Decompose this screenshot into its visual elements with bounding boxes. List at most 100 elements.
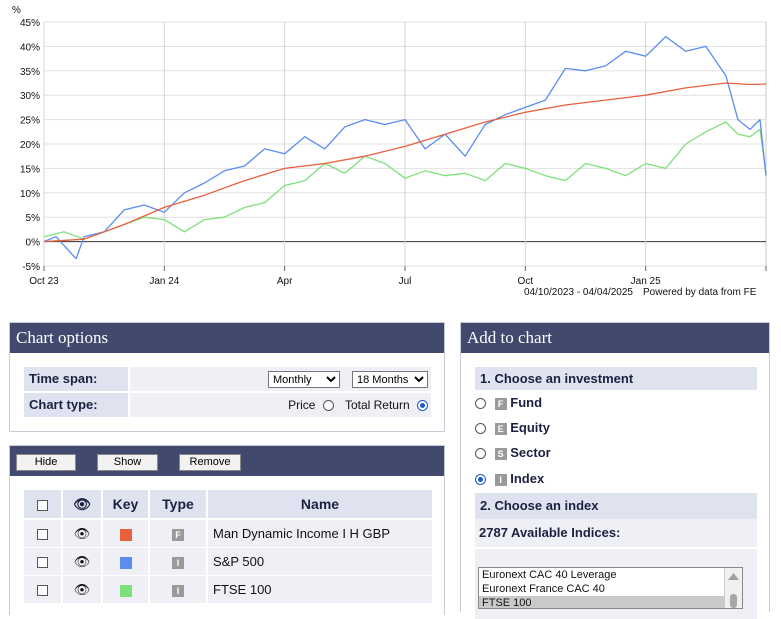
row-0-check-cell — [24, 520, 61, 547]
series-panel: Hide Show Remove 👁 Key Type Name 👁 F Man… — [9, 445, 445, 615]
row-0-eye-cell: 👁 — [63, 520, 101, 547]
sector-label: Sector — [510, 445, 551, 460]
row-2-name-cell: FTSE 100 — [208, 576, 432, 603]
row-0-name-cell: Man Dynamic Income I H GBP — [208, 520, 432, 547]
interval-select[interactable]: Monthly — [268, 371, 340, 388]
fund-type-icon: F — [494, 397, 507, 410]
option-equity[interactable]: E Equity — [475, 415, 550, 440]
row-1-check-cell — [24, 548, 61, 575]
performance-chart: 45% 40% 35% 30% 25% 20% 15% 10% 5% 0% -5% Oct 23 Jan… — [0, 0, 781, 300]
index-type-icon: I — [494, 473, 507, 486]
eye-icon[interactable]: 👁 — [73, 526, 91, 541]
series-name: S&P 500 — [213, 554, 265, 569]
x-tick-label: Jul — [399, 276, 412, 287]
option-sector[interactable]: S Sector — [475, 440, 551, 465]
option-fund[interactable]: F Fund — [475, 390, 542, 415]
list-item[interactable]: Euronext CAC 40 Leverage — [482, 569, 617, 581]
row-0-type-cell: F — [150, 520, 206, 547]
add-to-chart-title: Add to chart — [461, 323, 769, 353]
equity-label: Equity — [510, 420, 550, 435]
x-tick-label: Oct — [518, 276, 534, 287]
list-item[interactable]: FTSE 100 — [479, 596, 742, 608]
row-checkbox[interactable] — [37, 557, 48, 569]
index-label: Index — [510, 471, 545, 486]
row-1-eye-cell: 👁 — [63, 548, 101, 575]
row-checkbox[interactable] — [37, 585, 48, 597]
y-tick-label: 40% — [20, 42, 40, 53]
total-return-radio[interactable] — [417, 400, 428, 412]
row-1-name-cell: S&P 500 — [208, 548, 432, 575]
period-select[interactable]: 18 Months — [352, 371, 428, 388]
y-tick-label: 15% — [20, 164, 40, 175]
step1-label: 1. Choose an investment — [475, 367, 757, 390]
chart-data-credit: Powered by data from FE — [643, 287, 757, 298]
series-name: FTSE 100 — [213, 582, 272, 597]
header-select-all — [24, 490, 61, 518]
list-item[interactable]: Euronext France CAC 40 — [482, 583, 605, 595]
series-color-swatch — [119, 584, 132, 597]
chart-type-controls: Price Total Return — [210, 393, 428, 417]
scroll-up-arrow-icon[interactable] — [725, 568, 742, 608]
x-tick-label: Jan 25 — [631, 276, 661, 287]
eye-icon[interactable]: 👁 — [73, 554, 91, 569]
hide-button[interactable]: Hide — [16, 454, 76, 471]
index-radio[interactable] — [475, 474, 486, 486]
x-tick-label: Jan 24 — [149, 276, 179, 287]
row-1-type-cell: I — [150, 548, 206, 575]
y-tick-label: 5% — [26, 213, 41, 224]
row-2-eye-cell: 👁 — [63, 576, 101, 603]
series-color-swatch — [119, 556, 132, 569]
equity-radio[interactable] — [475, 423, 486, 435]
y-unit-label: % — [12, 5, 21, 16]
series-line — [43, 82, 767, 243]
sector-type-icon: S — [494, 447, 507, 460]
fund-label: Fund — [510, 395, 543, 410]
row-1-key-cell — [103, 548, 148, 575]
fund-radio[interactable] — [475, 398, 486, 410]
series-color-swatch — [119, 528, 132, 541]
x-tick-label: Apr — [277, 276, 293, 287]
y-tick-label: 10% — [20, 189, 40, 200]
index-type-icon: I — [172, 556, 184, 569]
add-to-chart-panel: Add to chart 1. Choose an investment F F… — [460, 322, 770, 619]
header-key: Key — [103, 490, 148, 518]
listbox-scrollbar[interactable] — [724, 568, 742, 608]
chart-type-label: Chart type: — [24, 393, 128, 417]
indices-listbox[interactable]: Euronext CAC 40 Leverage Euronext France… — [478, 567, 743, 609]
x-tick-label: Oct 23 — [29, 276, 59, 287]
y-tick-label: 20% — [20, 140, 40, 151]
header-name: Name — [208, 490, 432, 518]
y-tick-label: 45% — [20, 18, 40, 29]
remove-button[interactable]: Remove — [179, 454, 241, 471]
chart-date-range: 04/10/2023 - 04/04/2025 — [524, 287, 633, 298]
select-all-checkbox[interactable] — [37, 499, 48, 511]
header-visibility: 👁 — [63, 490, 101, 518]
y-tick-label: -5% — [22, 262, 40, 273]
eye-icon: 👁 — [73, 496, 91, 512]
available-indices-label: 2787 Available Indices: — [475, 519, 757, 547]
chart-svg: 45% 40% 35% 30% 25% 20% 15% 10% 5% 0% -5% Oct 23 Jan… — [12, 5, 767, 298]
row-2-type-cell: I — [150, 576, 206, 603]
option-index[interactable]: I Index — [475, 466, 544, 491]
fund-type-icon: F — [172, 528, 184, 541]
chart-options-panel: Chart options Time span: Monthly 18 Mont… — [9, 322, 445, 432]
series-line — [43, 121, 767, 240]
equity-type-icon: E — [494, 422, 507, 435]
chart-type-row — [130, 393, 431, 417]
price-radio[interactable] — [322, 400, 334, 412]
eye-icon[interactable]: 👁 — [73, 582, 91, 597]
header-type: Type — [150, 490, 206, 518]
index-type-icon: I — [172, 584, 184, 597]
series-name: Man Dynamic Income I H GBP — [213, 526, 390, 541]
y-tick-label: 25% — [20, 116, 40, 127]
y-tick-label: 35% — [20, 67, 40, 78]
chart-options-title: Chart options — [10, 323, 444, 353]
time-span-label: Time span: — [24, 367, 128, 391]
row-checkbox[interactable] — [37, 529, 48, 541]
step2-label: 2. Choose an index — [475, 493, 757, 519]
row-0-key-cell — [103, 520, 148, 547]
y-tick-label: 30% — [20, 91, 40, 102]
sector-radio[interactable] — [475, 448, 486, 460]
show-button[interactable]: Show — [97, 454, 158, 471]
row-2-key-cell — [103, 576, 148, 603]
